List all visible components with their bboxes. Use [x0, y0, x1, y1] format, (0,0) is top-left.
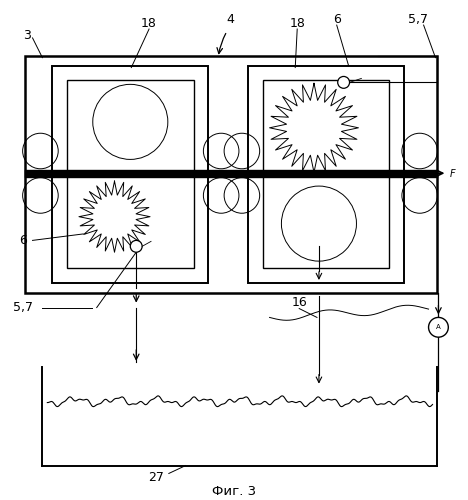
Text: 5,7: 5,7: [408, 12, 428, 26]
Text: A: A: [436, 324, 441, 330]
Text: Фиг. 3: Фиг. 3: [212, 484, 256, 498]
Circle shape: [130, 240, 142, 252]
Text: 5,7: 5,7: [13, 301, 33, 314]
Text: 16: 16: [291, 296, 307, 309]
Text: 4: 4: [226, 12, 234, 26]
Circle shape: [338, 76, 350, 88]
Text: 18: 18: [141, 16, 157, 30]
Polygon shape: [79, 181, 150, 252]
Text: 18: 18: [289, 16, 305, 30]
Circle shape: [429, 318, 448, 337]
Text: 27: 27: [148, 471, 164, 484]
Text: 3: 3: [22, 30, 30, 43]
Bar: [52, 66, 208, 283]
Text: 6: 6: [19, 234, 27, 247]
Text: 6: 6: [333, 12, 341, 26]
Bar: [67, 80, 193, 268]
Bar: [25, 56, 438, 292]
Bar: [263, 80, 389, 268]
Polygon shape: [270, 84, 358, 172]
Bar: [248, 66, 404, 283]
Text: F: F: [449, 169, 455, 179]
